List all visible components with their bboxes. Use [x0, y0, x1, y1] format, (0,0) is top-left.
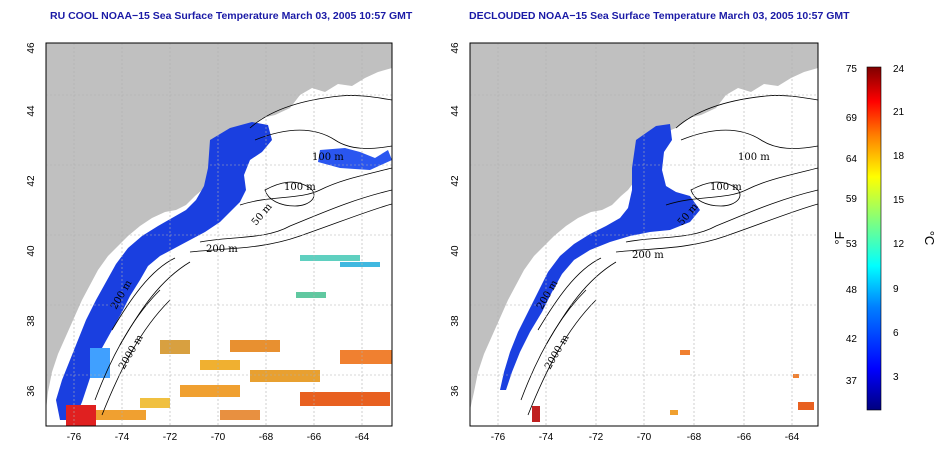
land-mass: [46, 43, 392, 410]
x-tick-label: -70: [211, 432, 226, 443]
celsius-tick: 21: [893, 107, 905, 118]
x-tick-label: -76: [67, 432, 82, 443]
fahrenheit-tick: 37: [846, 376, 858, 387]
celsius-tick: 6: [893, 328, 899, 339]
colorbar-gradient: [866, 66, 882, 411]
x-tick-label: -72: [589, 432, 604, 443]
fahrenheit-tick: 59: [846, 194, 858, 205]
fahrenheit-tick: 69: [846, 113, 858, 124]
right-map-frame: [469, 42, 819, 427]
bathymetry-contours: [520, 95, 818, 416]
contour-label: 100 m: [710, 182, 742, 193]
fahrenheit-tick: 75: [846, 64, 858, 75]
bathymetry-contours: [94, 95, 392, 416]
right-y-axis: 36 38 40 42 44 46: [450, 42, 461, 397]
celsius-unit: °C: [922, 231, 937, 246]
y-tick-label: 38: [26, 315, 37, 327]
celsius-tick: 9: [893, 284, 899, 295]
x-tick-label: -68: [259, 432, 274, 443]
y-tick-label: 38: [450, 315, 461, 327]
y-tick-label: 36: [26, 385, 37, 397]
celsius-tick: 18: [893, 151, 905, 162]
celsius-tick: 3: [893, 372, 899, 383]
x-tick-label: -70: [637, 432, 652, 443]
left-map-panel: 100 m 100 m 50 m 200 m 200 m 2000 m -76 …: [26, 42, 393, 443]
warm-water-patches: [66, 255, 392, 426]
contour-label: 100 m: [284, 182, 316, 193]
right-map-panel: 100 m 100 m 50 m 200 m 200 m 2000 m -76 …: [450, 42, 819, 443]
x-tick-label: -68: [687, 432, 702, 443]
y-tick-label: 40: [26, 245, 37, 257]
y-tick-label: 36: [450, 385, 461, 397]
temperature-colorbar: 75 69 64 59 53 48 42 37 24 21 18 15 12 9…: [832, 64, 937, 411]
fahrenheit-tick: 53: [846, 239, 858, 250]
fahrenheit-tick: 42: [846, 334, 858, 345]
fahrenheit-tick: 64: [846, 154, 858, 165]
warm-water-patches: [532, 350, 814, 422]
x-tick-label: -74: [539, 432, 554, 443]
right-map-title: DECLOUDED NOAA−15 Sea Surface Temperatur…: [469, 10, 850, 22]
contour-label: 100 m: [738, 152, 770, 163]
left-map-title: RU COOL NOAA−15 Sea Surface Temperature …: [50, 10, 413, 22]
fahrenheit-tick: 48: [846, 285, 858, 296]
celsius-tick: 15: [893, 195, 905, 206]
grid-lines: [470, 43, 818, 426]
contour-label: 200 m: [206, 244, 238, 255]
x-tick-label: -76: [491, 432, 506, 443]
y-tick-label: 42: [450, 175, 461, 187]
x-tick-label: -66: [737, 432, 752, 443]
left-x-axis: -76 -74 -72 -70 -68 -66 -64: [67, 432, 370, 443]
y-tick-label: 42: [26, 175, 37, 187]
x-tick-label: -74: [115, 432, 130, 443]
right-x-axis: -76 -74 -72 -70 -68 -66 -64: [491, 432, 800, 443]
y-tick-label: 46: [450, 42, 461, 54]
y-tick-label: 40: [450, 245, 461, 257]
grid-lines: [46, 43, 392, 426]
land-mass: [470, 43, 818, 410]
y-tick-label: 44: [450, 105, 461, 117]
x-tick-label: -66: [307, 432, 322, 443]
x-tick-label: -72: [163, 432, 178, 443]
contour-label: 200 m: [632, 250, 664, 261]
left-y-axis: 36 38 40 42 44 46: [26, 42, 37, 397]
cold-water-region: [500, 124, 700, 390]
x-tick-label: -64: [355, 432, 370, 443]
cold-water-patch: [318, 148, 392, 170]
fahrenheit-unit: °F: [832, 231, 847, 244]
y-tick-label: 46: [26, 42, 37, 54]
celsius-tick: 24: [893, 64, 905, 75]
x-tick-label: -64: [785, 432, 800, 443]
celsius-tick: 12: [893, 239, 905, 250]
left-map-frame: [45, 42, 393, 427]
contour-label: 100 m: [312, 152, 344, 163]
y-tick-label: 44: [26, 105, 37, 117]
